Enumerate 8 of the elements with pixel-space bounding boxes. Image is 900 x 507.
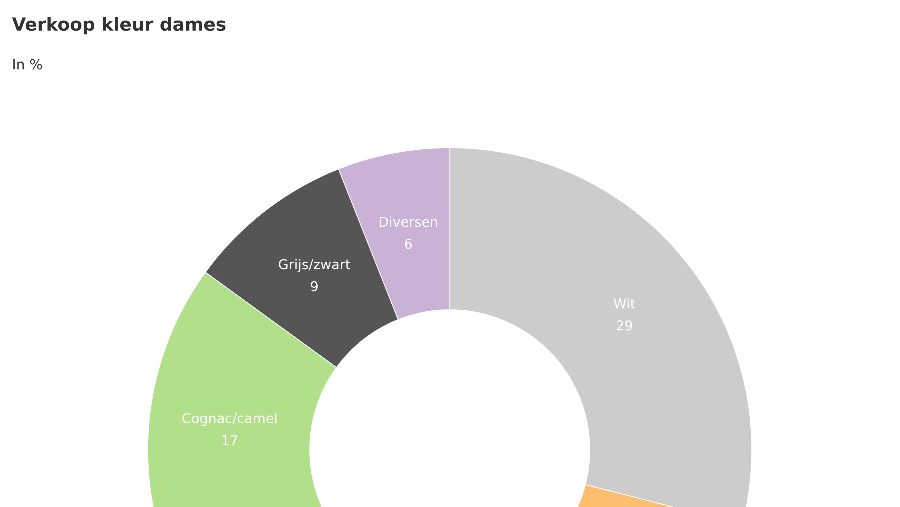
chart-title: Verkoop kleur dames bbox=[12, 17, 226, 35]
slice-label: Diversen bbox=[380, 216, 438, 228]
data-label: 17 bbox=[222, 435, 238, 446]
slice-label: Cognac/camel bbox=[182, 413, 277, 426]
data-label: 9 bbox=[311, 281, 318, 292]
data-label: 6 bbox=[405, 238, 412, 250]
text: In % bbox=[14, 59, 42, 70]
slice-label: Grijs/zwart bbox=[279, 259, 350, 272]
